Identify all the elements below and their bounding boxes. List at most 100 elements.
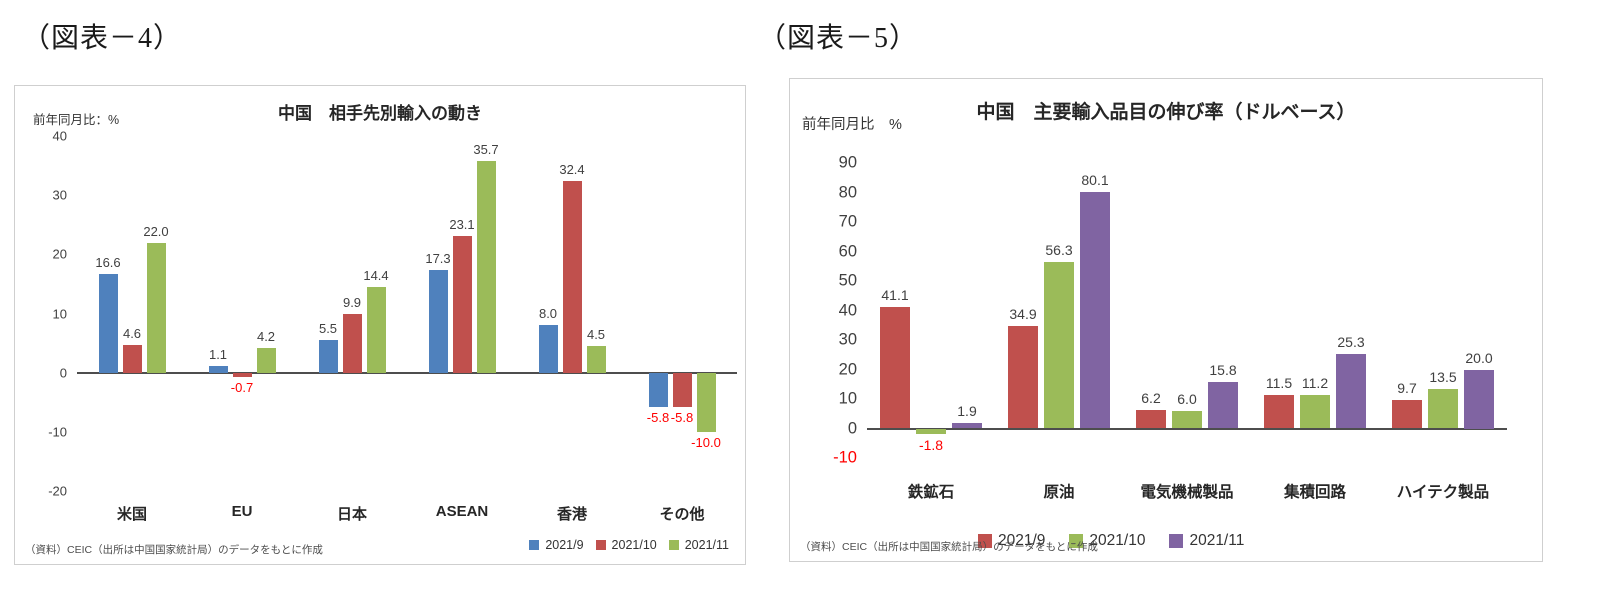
value-label: 25.3 <box>1337 333 1365 350</box>
y-tick-label: 10 <box>838 389 857 408</box>
legend-swatch <box>668 540 679 550</box>
legend-swatch <box>595 540 606 550</box>
bar <box>696 372 716 432</box>
value-label: 17.3 <box>425 251 451 267</box>
y-tick-label: 90 <box>838 153 857 172</box>
legend: 2021/9 2021/10 2021/11 <box>978 532 1244 550</box>
value-label: 6.2 <box>1141 390 1161 407</box>
plot-area: 90 80 70 60 50 40 30 20 10 0 -10 鉄鉱石 41.1 -1.8 1.9 原油 34… <box>833 154 1507 501</box>
value-label: 1.1 <box>208 347 228 363</box>
y-tick-label: 80 <box>838 183 857 201</box>
bar <box>1392 399 1422 429</box>
bar <box>146 242 166 373</box>
bar <box>952 422 982 429</box>
y-axis-unit-label: 前年同月比：% <box>33 113 120 127</box>
value-label: 6.0 <box>1177 390 1197 407</box>
chart-import-items-growth: 前年同月比 % 中国 主要輸入品目の伸び率（ドルベース） 90 80 70 60 50 4… <box>789 78 1543 562</box>
value-label: 13.5 <box>1429 368 1457 385</box>
value-label: -1.8 <box>918 436 944 453</box>
y-tick-label: 0 <box>847 419 857 437</box>
y-tick-label: -10 <box>48 424 67 440</box>
bar <box>366 287 386 373</box>
legend-item: 2021/11 <box>1169 532 1244 550</box>
value-label: 4.5 <box>586 327 606 343</box>
value-label: 11.2 <box>1301 375 1329 392</box>
legend-item: 2021/11 <box>668 538 729 552</box>
chart-import-by-partner: 前年同月比：% 中国 相手先別輸入の動き 40 30 20 10 0 -10 -20 米国 16… <box>14 85 746 565</box>
value-label: 4.6 <box>122 326 142 342</box>
bar <box>98 274 118 373</box>
bar <box>648 372 668 407</box>
y-tick-label: 40 <box>52 128 67 144</box>
legend-item: 2021/10 <box>595 538 657 552</box>
x-category-label: その他 <box>659 506 705 523</box>
y-axis-unit-label: 前年同月比 % <box>802 117 902 133</box>
bar <box>1336 353 1366 429</box>
bar <box>1044 262 1074 429</box>
legend-swatch <box>1169 534 1184 548</box>
x-category-label: 香港 <box>556 506 588 523</box>
bar <box>672 372 692 407</box>
chart-title: 中国 相手先別輸入の動き <box>278 104 482 123</box>
bar <box>1428 388 1458 429</box>
x-category-label: 原油 <box>1043 484 1075 501</box>
value-label: -10.0 <box>691 434 721 450</box>
legend-label: 2021/10 <box>1089 532 1146 549</box>
source-note: （資料）CEIC（出所は中国国家統計局）のデータをもとに作成 <box>25 544 323 556</box>
x-category-label: 米国 <box>116 506 148 523</box>
x-category-label: ASEAN <box>435 503 489 520</box>
y-tick-label: 30 <box>838 330 857 349</box>
bar <box>538 325 558 373</box>
legend-swatch <box>1069 534 1084 548</box>
bar <box>476 161 496 373</box>
bar <box>1172 410 1202 429</box>
x-category-label: ハイテク製品 <box>1396 484 1490 501</box>
figure4-label: （図表－4） <box>22 23 183 54</box>
value-label: 35.7 <box>473 142 499 158</box>
bar <box>452 235 472 373</box>
legend-label: 2021/10 <box>611 538 657 552</box>
value-label: 5.5 <box>318 321 338 337</box>
bar <box>916 428 946 434</box>
value-label: 20.0 <box>1465 349 1493 366</box>
value-label: 34.9 <box>1009 305 1037 322</box>
value-label: 32.4 <box>559 161 585 177</box>
bar <box>1136 410 1166 429</box>
value-label: 9.9 <box>342 295 362 311</box>
y-tick-label: 30 <box>52 187 67 203</box>
legend: 2021/9 2021/10 2021/11 <box>529 538 729 552</box>
legend-item: 2021/9 <box>978 532 1045 550</box>
zero-axis-line <box>77 371 737 374</box>
y-tick-label: -10 <box>833 448 857 467</box>
value-label: 41.1 <box>881 287 909 304</box>
legend-label: 2021/11 <box>1189 532 1245 549</box>
bar <box>342 314 362 373</box>
legend-item: 2021/9 <box>529 538 584 552</box>
bar <box>208 366 228 373</box>
bar <box>256 347 276 373</box>
value-label: 9.7 <box>1397 379 1417 396</box>
bar <box>232 372 252 377</box>
source-note: （資料）CEIC（出所は中国国家統計局）のデータをもとに作成 <box>800 541 1098 553</box>
figure5-label: （図表－5） <box>758 23 919 54</box>
bar <box>1080 192 1110 429</box>
value-label: -0.7 <box>230 379 254 395</box>
y-tick-label: 40 <box>838 301 857 319</box>
y-tick-label: 60 <box>838 242 857 260</box>
legend-swatch <box>529 540 540 550</box>
x-category-label: 電気機械製品 <box>1140 484 1234 501</box>
y-tick-label: 10 <box>52 306 67 321</box>
value-label: 22.0 <box>143 223 169 239</box>
bar <box>562 180 582 373</box>
legend-swatch <box>978 534 992 548</box>
value-label: 15.8 <box>1209 361 1237 378</box>
value-label: -5.8 <box>670 409 694 425</box>
zero-axis-line <box>867 427 1507 430</box>
value-label: 23.1 <box>449 216 475 232</box>
bar <box>318 340 338 373</box>
bar <box>1208 381 1238 429</box>
value-label: 16.6 <box>95 255 121 271</box>
y-tick-label: 70 <box>838 212 857 231</box>
bar <box>880 307 910 429</box>
y-tick-label: 50 <box>838 271 857 290</box>
